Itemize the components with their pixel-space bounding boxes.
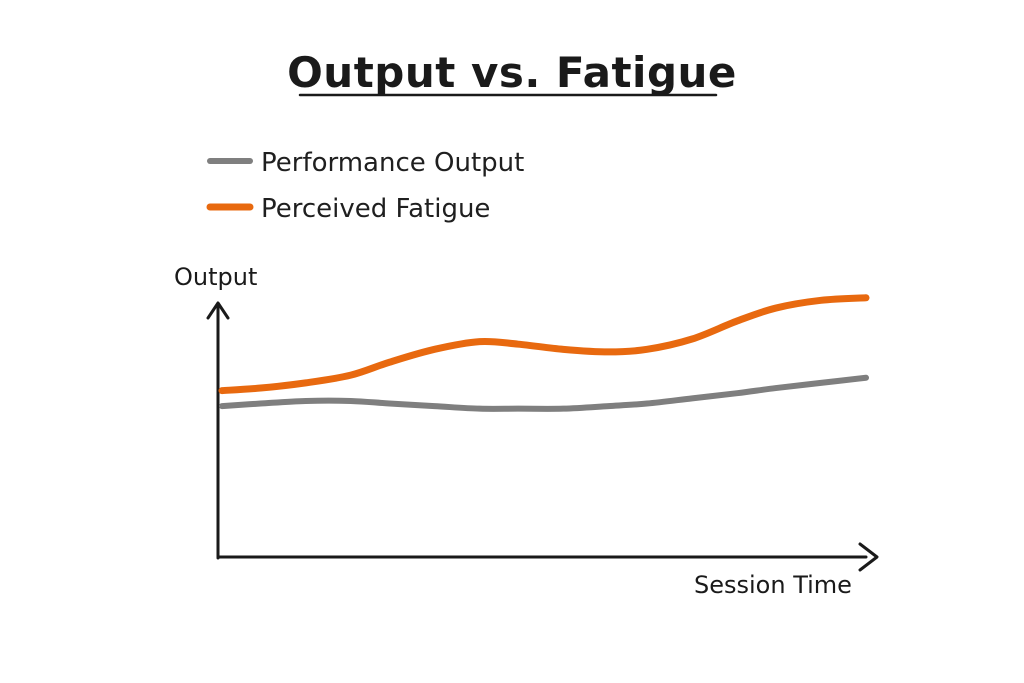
legend-label-performance-output: Performance Output xyxy=(261,148,524,178)
series-line-performance-output xyxy=(219,374,869,412)
series-line-perceived-fatigue xyxy=(218,294,870,395)
x-axis-label: Session Time xyxy=(694,571,852,599)
up-arrow-icon xyxy=(206,301,230,320)
chart-title: Output vs. Fatigue xyxy=(287,48,737,97)
legend-item-performance-output[interactable]: Performance Output xyxy=(207,148,524,178)
legend-label-perceived-fatigue: Perceived Fatigue xyxy=(261,194,490,224)
chart-legend: Performance Output Perceived Fatigue xyxy=(206,148,524,224)
y-axis-label: Output xyxy=(174,263,257,291)
legend-item-perceived-fatigue[interactable]: Perceived Fatigue xyxy=(206,194,490,224)
right-arrow-icon xyxy=(858,542,879,572)
